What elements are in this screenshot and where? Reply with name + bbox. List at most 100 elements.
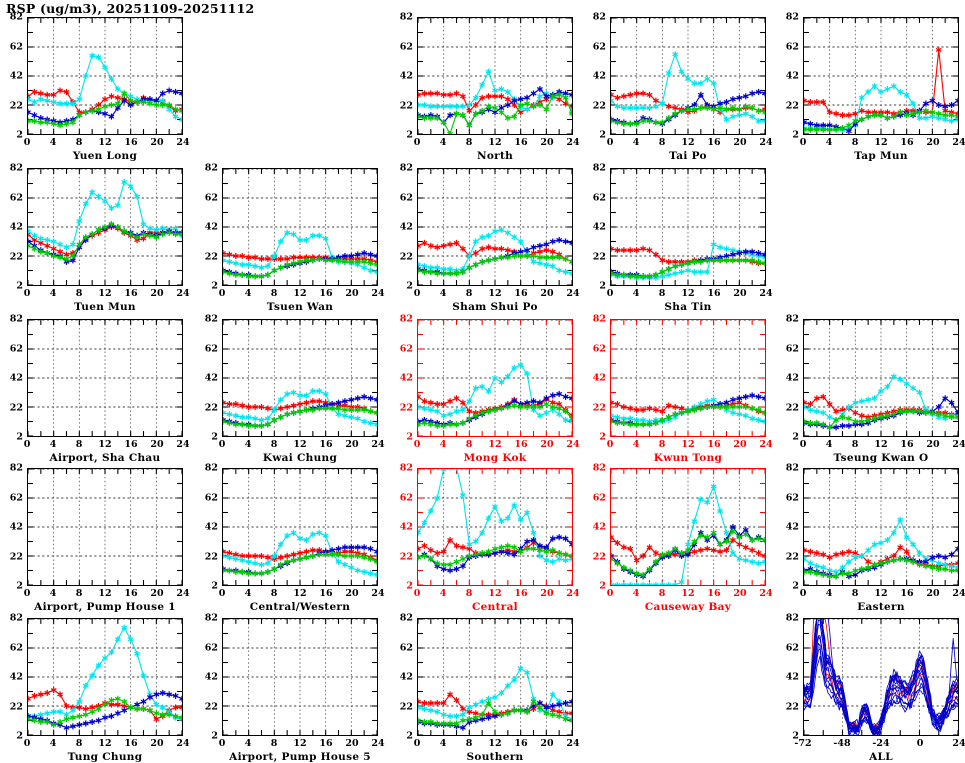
y-axis-tick-label: 82 [204, 462, 218, 474]
y-axis-tick-label: 42 [592, 70, 606, 82]
x-axis-tick-label: 12 [293, 738, 307, 749]
panel-title: Central/Western [249, 601, 351, 613]
y-axis-tick-label: 82 [399, 462, 413, 474]
y-axis-tick-label: 82 [399, 162, 413, 174]
y-axis-tick-label: 82 [204, 162, 218, 174]
x-axis-tick-label: 20 [540, 738, 554, 749]
x-axis-tick-label: 12 [681, 439, 695, 450]
x-axis-tick-label: 20 [345, 588, 359, 599]
y-axis-tick-label: 82 [785, 462, 799, 474]
x-axis-tick-label: 16 [707, 588, 721, 599]
y-axis-tick-label: 82 [399, 313, 413, 325]
y-axis-tick-label: 22 [785, 700, 799, 712]
y-axis-tick-label: 2 [211, 730, 218, 742]
panel-title: Airport, Pump House 1 [34, 601, 176, 613]
x-axis-tick-label: 4 [49, 738, 57, 749]
panel-title: Tung Chung [67, 751, 143, 763]
x-axis-tick-label: 8 [465, 588, 473, 599]
x-axis-tick-label: 24 [176, 439, 190, 450]
y-axis-tick-label: 42 [9, 221, 23, 233]
panel-title: Tuen Mun [74, 301, 136, 313]
x-axis-tick-label: 16 [124, 137, 138, 148]
x-axis-tick-label: 8 [658, 588, 666, 599]
y-axis-tick-label: 2 [211, 431, 218, 443]
x-axis-tick-label: 12 [681, 288, 695, 299]
plot-svg [418, 169, 572, 285]
x-axis-tick-label: 24 [952, 439, 965, 450]
y-axis-tick-label: 62 [9, 342, 23, 354]
y-axis-tick-label: 42 [592, 521, 606, 533]
page-title: RSP (ug/m3), 20251109-20251112 [6, 1, 255, 16]
y-axis-tick-label: 22 [399, 401, 413, 413]
y-axis-tick-label: 22 [399, 550, 413, 562]
panel-title: Central [472, 601, 518, 613]
x-axis-tick-label: 16 [124, 588, 138, 599]
y-axis-tick-label: 42 [399, 671, 413, 683]
y-axis-tick-label: 62 [204, 342, 218, 354]
y-axis-tick-label: 82 [9, 11, 23, 23]
y-axis-tick-label: 22 [785, 401, 799, 413]
x-axis-tick-label: 16 [707, 288, 721, 299]
station-panel-tseung-kwan-o: 2 22 42 62 82 0 4 8 12 16 20 24 Tseung Kwan O [786, 314, 965, 464]
x-axis-tick-label: 12 [98, 288, 112, 299]
plot-area [417, 618, 573, 736]
plot-area [27, 319, 183, 437]
x-axis-tick-label: 20 [150, 137, 164, 148]
station-panel-yuen-long: 2 22 42 62 82 0 4 8 12 16 20 24 Yuen Long [10, 12, 190, 162]
y-axis-tick-label: 62 [399, 641, 413, 653]
station-panel-airport-sha-chau: 2 22 42 62 82 0 4 8 12 16 20 24 Airport, Sha Chau [10, 314, 190, 464]
x-axis-tick-label: 4 [439, 588, 447, 599]
y-axis-tick-label: 22 [204, 250, 218, 262]
x-axis-tick-label: 20 [733, 588, 747, 599]
x-axis-tick-label: 12 [293, 288, 307, 299]
x-axis-tick-label: 12 [488, 439, 502, 450]
x-axis-tick-label: 24 [371, 738, 385, 749]
x-axis-tick-label: 16 [900, 588, 914, 599]
panel-title: Yuen Long [72, 150, 138, 162]
x-axis-tick-label: 16 [514, 588, 528, 599]
x-axis-tick-label: 20 [150, 288, 164, 299]
panel-title: Kwun Tong [653, 452, 723, 464]
x-axis-tick-label: 4 [439, 288, 447, 299]
plot-area [417, 468, 573, 586]
y-axis-tick-label: 2 [16, 431, 23, 443]
y-axis-tick-label: 42 [399, 221, 413, 233]
x-axis-tick-label: 24 [566, 439, 580, 450]
plot-svg [804, 320, 958, 436]
x-axis-tick-label: 8 [75, 288, 83, 299]
x-axis-tick-label: 0 [413, 588, 421, 599]
x-axis-tick-label: 20 [926, 137, 940, 148]
plot-area [222, 468, 378, 586]
x-axis-tick-label: 4 [439, 137, 447, 148]
y-axis-tick-label: 82 [9, 313, 23, 325]
y-axis-tick-label: 2 [211, 280, 218, 292]
x-axis-tick-label: 8 [465, 738, 473, 749]
x-axis-tick-label: 24 [566, 588, 580, 599]
x-axis-tick-label: 4 [244, 288, 252, 299]
y-axis-tick-label: 2 [599, 129, 606, 141]
plot-svg [611, 169, 765, 285]
x-axis-tick-label: 4 [49, 137, 57, 148]
plot-area [610, 468, 766, 586]
y-axis-tick-label: 42 [399, 521, 413, 533]
panel-title: Kwai Chung [262, 452, 338, 464]
plot-area [417, 168, 573, 286]
station-panel-sha-tin: 2 22 42 62 82 0 4 8 12 16 20 24 Sha Tin [593, 163, 773, 313]
x-axis-tick-label: 12 [874, 588, 888, 599]
x-axis-tick-label: 24 [176, 288, 190, 299]
plot-svg [223, 619, 377, 735]
y-axis-tick-label: 62 [399, 491, 413, 503]
x-axis-tick-label: 0 [218, 588, 226, 599]
y-axis-tick-label: 62 [9, 40, 23, 52]
x-axis-tick-label: 0 [606, 288, 614, 299]
x-axis-tick-label: 4 [244, 588, 252, 599]
x-axis-tick-label: 20 [150, 439, 164, 450]
y-axis-tick-label: 2 [792, 431, 799, 443]
plot-svg [611, 469, 765, 585]
x-axis-tick-label: 16 [514, 439, 528, 450]
y-axis-tick-label: 22 [9, 700, 23, 712]
x-axis-tick-label: 0 [799, 588, 807, 599]
y-axis-tick-label: 82 [204, 313, 218, 325]
plot-svg [418, 320, 572, 436]
x-axis-tick-label: 16 [900, 137, 914, 148]
